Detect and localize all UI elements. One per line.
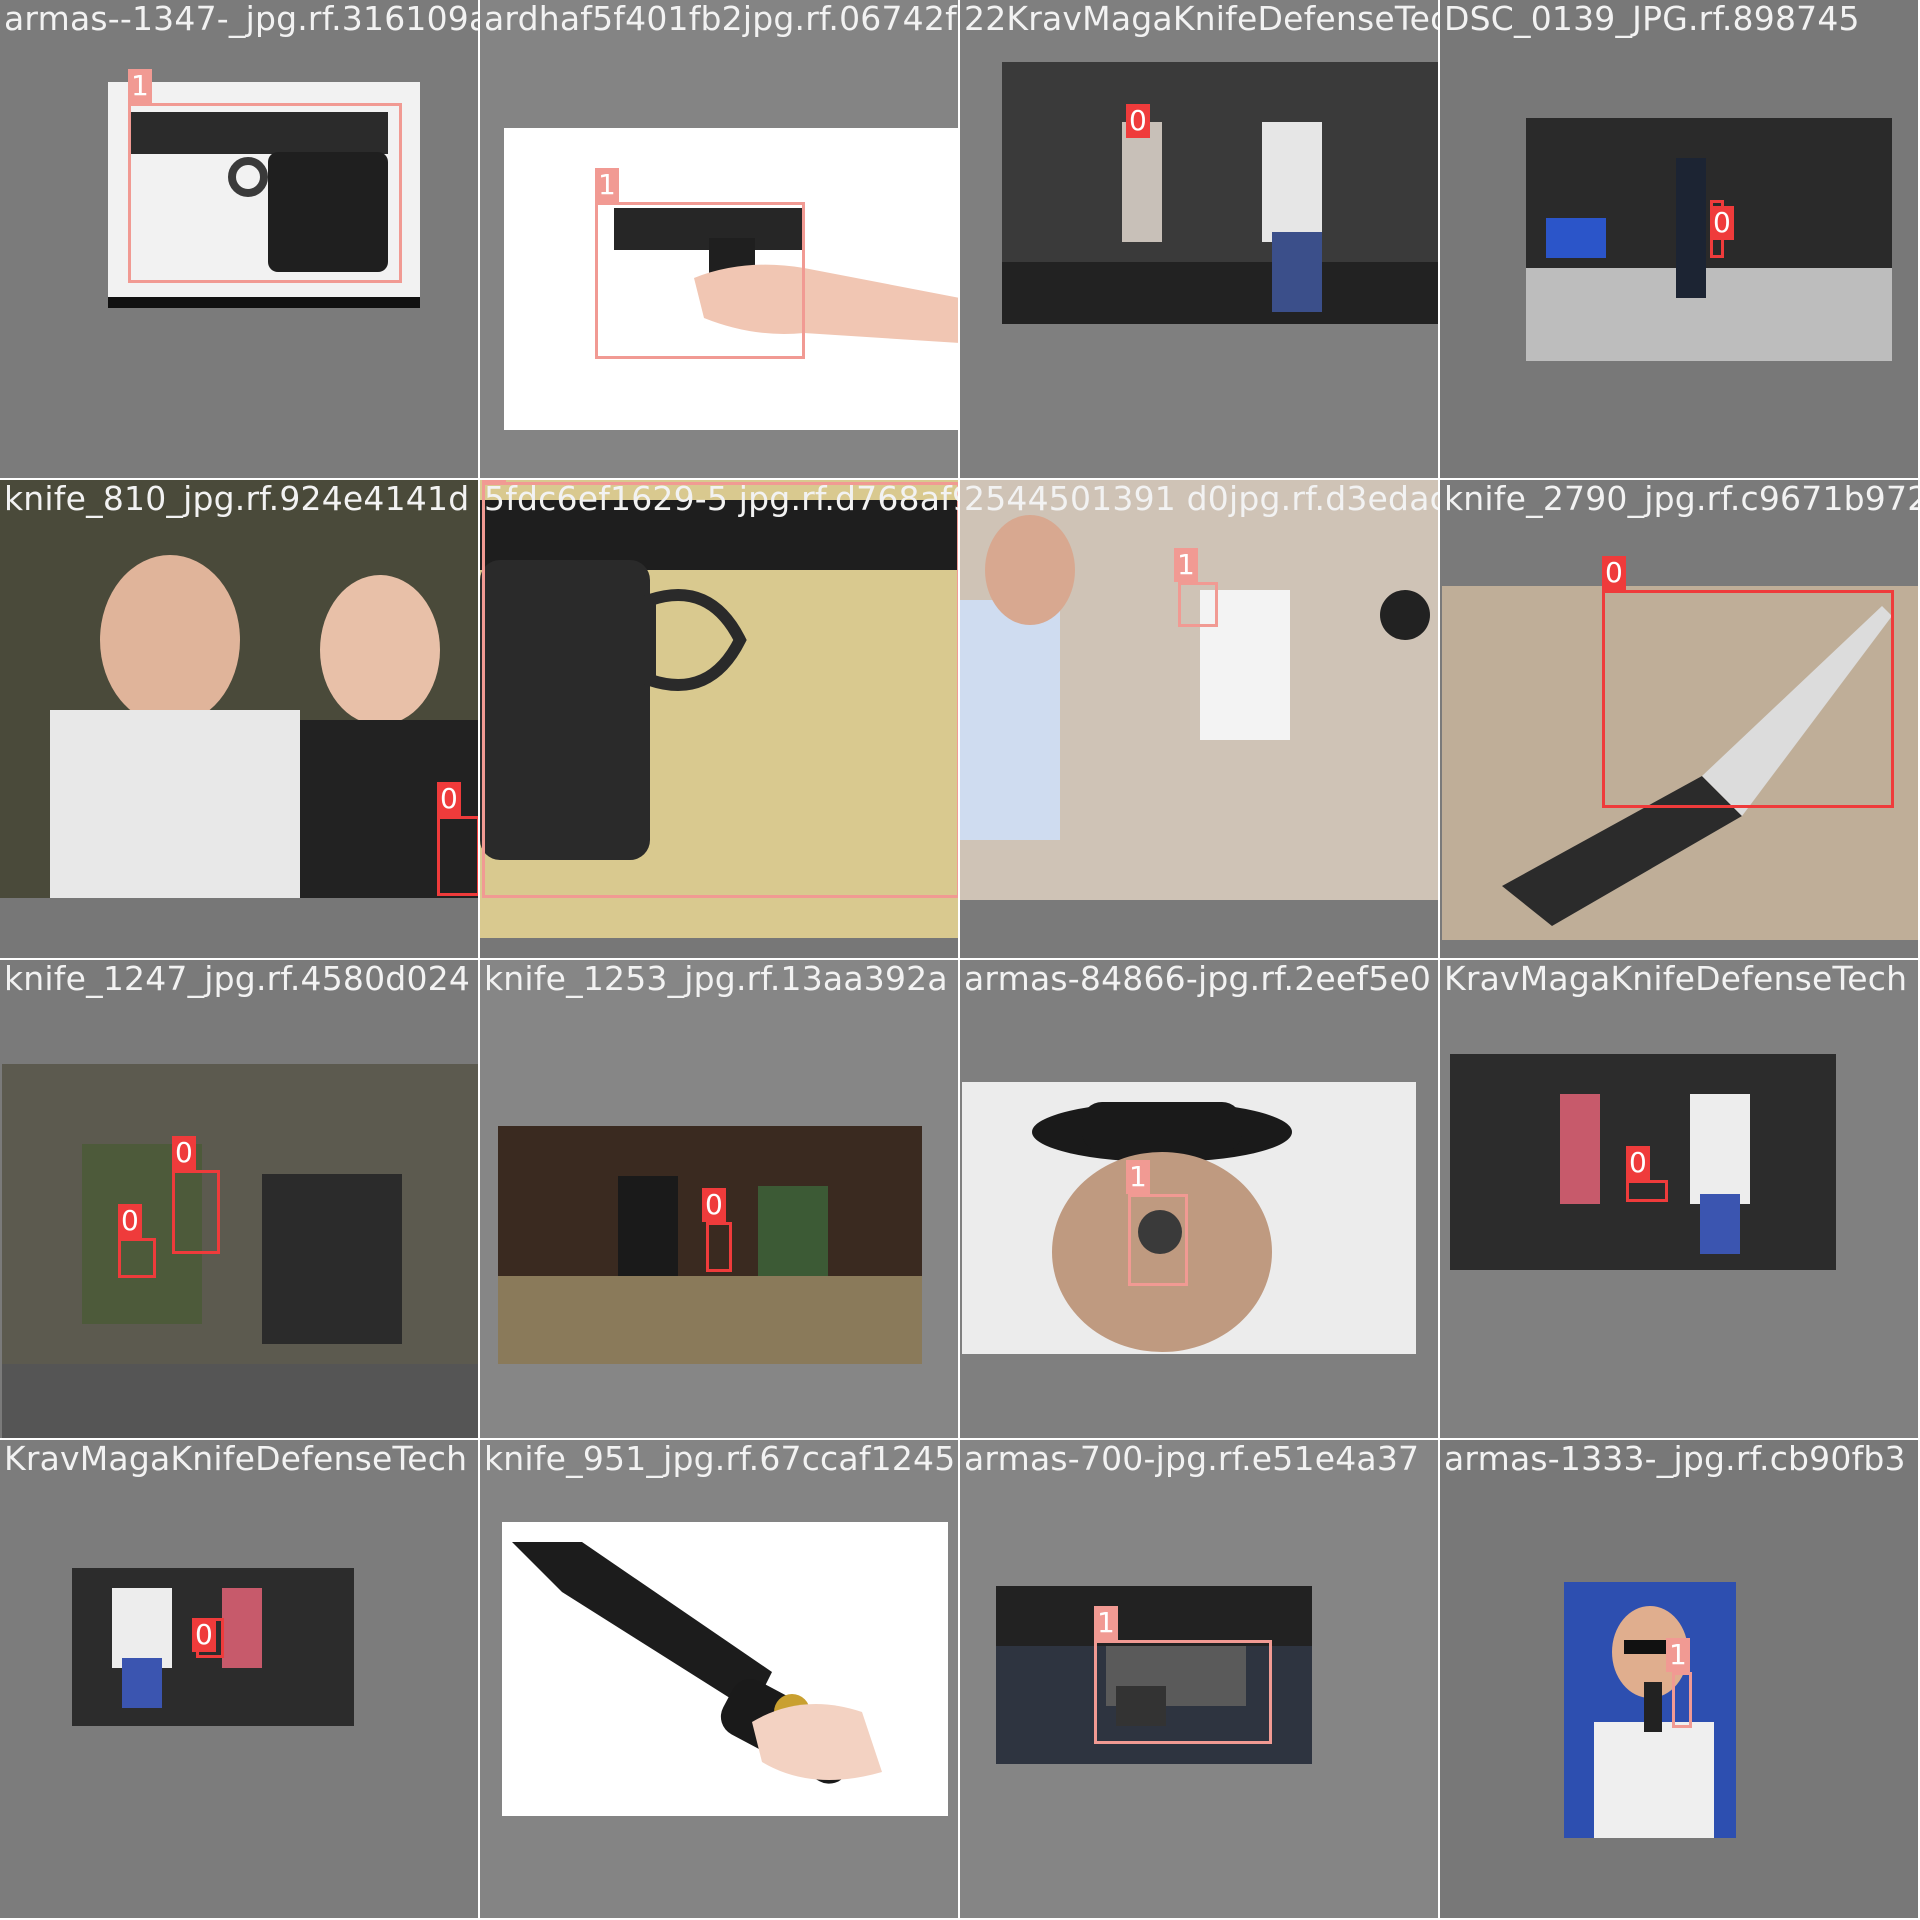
class-tag: 1 (1094, 1606, 1118, 1640)
tile-filename: ardhaf5f401fb2jpg.rf.06742fcd (484, 0, 960, 38)
tile-15: armas-700-jpg.rf.e51e4a37 1 (960, 1440, 1440, 1920)
pistol-photo (108, 82, 420, 308)
bbox-class0 (172, 1170, 220, 1254)
class-tag: 0 (1602, 556, 1626, 590)
tile-filename: 5fdc6ef1629-5 jpg.rf.d768af9a (484, 480, 960, 518)
class-tag: 1 (595, 168, 619, 202)
bbox-class1 (1178, 582, 1218, 627)
bbox-class1 (1094, 1640, 1272, 1744)
tile-filename: knife_2790_jpg.rf.c9671b972 (1444, 480, 1920, 518)
shooting-photo (960, 480, 1438, 900)
class-tag: 0 (702, 1188, 726, 1222)
tile-2: ardhaf5f401fb2jpg.rf.06742fcd 1 (480, 0, 960, 480)
tile-9: knife_1247_jpg.rf.4580d024 0 0 (0, 960, 480, 1440)
knife-icon (512, 1542, 882, 1784)
tile-filename: knife_1247_jpg.rf.4580d024 (4, 960, 471, 998)
two-men-photo (0, 480, 478, 898)
people-icon (50, 555, 478, 898)
tile-5: knife_810_jpg.rf.924e4141d 0 (0, 480, 480, 960)
class-tag: 0 (1710, 206, 1734, 240)
class-tag: 1 (128, 69, 152, 103)
tile-filename: armas--1347-_jpg.rf.316109a (4, 0, 480, 38)
krav-maga-photo (1002, 62, 1438, 324)
bbox-class1 (1672, 1672, 1692, 1728)
class-tag: 0 (437, 782, 461, 816)
hand-pistol-photo (504, 128, 958, 430)
bbox-class0 (706, 1222, 732, 1272)
bbox-class0 (1626, 1180, 1668, 1202)
agent-gun-photo (1564, 1582, 1736, 1838)
tile-filename: KravMagaKnifeDefenseTech (4, 1440, 468, 1478)
gun-display-photo (996, 1586, 1312, 1764)
tile-filename: armas-84866-jpg.rf.2eef5e0 (964, 960, 1432, 998)
bbox-class1 (128, 103, 402, 283)
tile-filename: knife_1253_jpg.rf.13aa392a (484, 960, 948, 998)
class-tag: 0 (172, 1136, 196, 1170)
bbox-class0 (437, 816, 478, 896)
tile-filename: knife_951_jpg.rf.67ccaf1245b (484, 1440, 960, 1478)
tile-3: 22KravMagaKnifeDefenseTech 0 (960, 0, 1440, 480)
tile-14: knife_951_jpg.rf.67ccaf1245b (480, 1440, 960, 1920)
tile-1: armas--1347-_jpg.rf.316109a 1 (0, 0, 480, 480)
forest-men-photo (2, 1064, 478, 1438)
shooter-icon (960, 515, 1430, 840)
tile-7: 2544501391 d0jpg.rf.d3edac4 1 (960, 480, 1440, 960)
revolver-icon (1032, 1102, 1292, 1352)
beretta-photo (480, 480, 958, 938)
pistol-icon (108, 112, 420, 308)
tile-filename: DSC_0139_JPG.rf.898745 (1444, 0, 1860, 38)
class-tag: 0 (1626, 1146, 1650, 1180)
pistol-icon (996, 1586, 1312, 1726)
fighters-icon (1002, 122, 1438, 324)
tile-8: knife_2790_jpg.rf.c9671b972 0 (1440, 480, 1920, 960)
cowboy-photo (962, 1082, 1416, 1354)
knife-icon (1502, 606, 1892, 926)
bbox-class1 (595, 202, 805, 359)
tile-4: DSC_0139_JPG.rf.898745 0 (1440, 0, 1920, 480)
fighters-icon (112, 1588, 262, 1708)
tile-12: KravMagaKnifeDefenseTech 0 (1440, 960, 1920, 1440)
class-tag: 0 (118, 1204, 142, 1238)
tanto-knife-photo (502, 1522, 948, 1816)
hand-pistol-icon (614, 208, 958, 343)
tile-filename: KravMagaKnifeDefenseTech (1444, 960, 1908, 998)
tile-13: KravMagaKnifeDefenseTech 0 (0, 1440, 480, 1920)
parking-photo (1526, 118, 1892, 361)
fighters-icon (1560, 1094, 1750, 1254)
knife-review-photo (498, 1126, 922, 1364)
bbox-class1 (482, 482, 958, 898)
class-tag: 1 (1666, 1638, 1690, 1672)
tile-filename: 22KravMagaKnifeDefenseTech (964, 0, 1440, 38)
tile-6: 5fdc6ef1629-5 jpg.rf.d768af9a 1 (480, 480, 960, 960)
bbox-class1 (1128, 1194, 1188, 1286)
class-tag: 0 (1126, 104, 1150, 138)
beretta-icon (480, 500, 958, 860)
tile-filename: knife_810_jpg.rf.924e4141d (4, 480, 470, 518)
bbox-class0 (1602, 590, 1894, 808)
person-icon (1594, 1606, 1714, 1838)
class-tag: 1 (482, 480, 506, 482)
bbox-class0 (118, 1238, 156, 1278)
class-tag: 1 (1126, 1160, 1150, 1194)
table-icon (498, 1176, 922, 1364)
class-tag: 0 (192, 1618, 216, 1652)
parking-icon (1526, 158, 1892, 361)
tile-filename: armas-1333-_jpg.rf.cb90fb3 (1444, 1440, 1906, 1478)
people-icon (2, 1064, 478, 1438)
tile-16: armas-1333-_jpg.rf.cb90fb3 1 (1440, 1440, 1920, 1920)
folding-knife-photo (1442, 586, 1918, 940)
tile-filename: armas-700-jpg.rf.e51e4a37 (964, 1440, 1420, 1478)
class-tag: 1 (1174, 548, 1198, 582)
tile-10: knife_1253_jpg.rf.13aa392a 0 (480, 960, 960, 1440)
tile-filename: 2544501391 d0jpg.rf.d3edac4 (964, 480, 1440, 518)
tile-11: armas-84866-jpg.rf.2eef5e0 1 (960, 960, 1440, 1440)
